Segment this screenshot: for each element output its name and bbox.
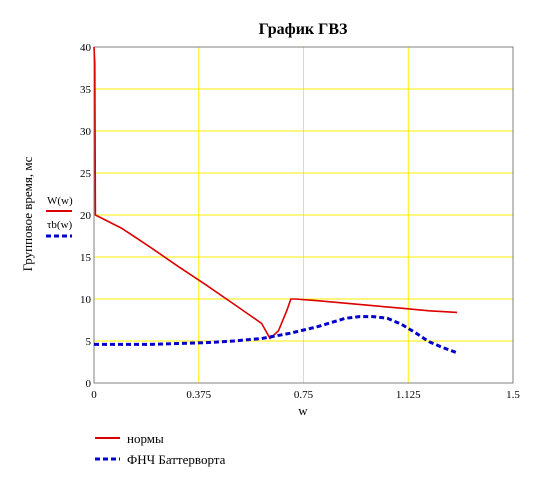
y-tick-label: 0 [86, 378, 92, 390]
x-axis-label: w [298, 403, 308, 418]
y-tick-label: 40 [80, 42, 92, 54]
x-tick-label: 0.75 [294, 389, 314, 401]
x-tick-label: 0.375 [186, 389, 211, 401]
y-tick-label: 15 [80, 252, 92, 264]
grid [94, 47, 513, 383]
y-tick-label: 10 [80, 294, 92, 306]
series-labels: W(w) τb(w) [46, 195, 73, 238]
x-tick-labels: 0 0.375 0.75 1.125 1.5 [91, 389, 520, 401]
x-tick-label: 0 [91, 389, 97, 401]
x-tick-label: 1.125 [396, 389, 421, 401]
plot-area [93, 46, 458, 355]
series-label-tau: τb(w) [47, 219, 73, 231]
y-tick-label: 30 [80, 126, 92, 138]
series-label-w: W(w) [47, 195, 73, 207]
x-tick-label: 1.5 [506, 389, 520, 401]
plot-border [93, 46, 514, 384]
series-line-norms [93, 46, 458, 340]
legend: нормы ФНЧ Баттерворта [95, 431, 226, 467]
y-tick-label: 25 [80, 168, 92, 180]
y-tick-label: 5 [86, 336, 92, 348]
series-line-butterworth [94, 315, 458, 355]
legend-label-butterworth: ФНЧ Баттерворта [127, 452, 226, 467]
y-tick-label: 35 [80, 84, 92, 96]
chart-title: График ГВЗ [259, 21, 348, 38]
y-axis-label: Групповое время, мс [20, 156, 35, 271]
legend-label-norms: нормы [127, 431, 164, 446]
y-tick-labels: 0 5 10 15 20 25 30 35 40 [80, 42, 92, 390]
plot-frame [93, 46, 514, 384]
y-tick-label: 20 [80, 210, 92, 222]
